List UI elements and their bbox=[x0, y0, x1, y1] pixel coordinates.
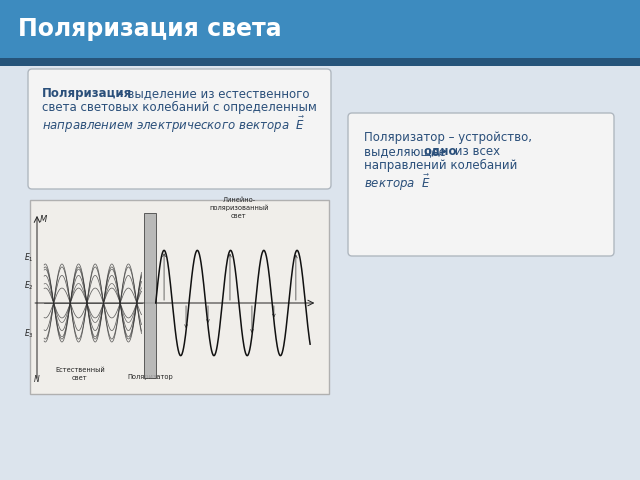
Text: Линейно-
поляризованный
свет: Линейно- поляризованный свет bbox=[209, 197, 269, 218]
Text: Поляризация: Поляризация bbox=[42, 87, 132, 100]
Text: выделяющее: выделяющее bbox=[364, 145, 450, 158]
Text: $E_3$: $E_3$ bbox=[24, 327, 33, 339]
Text: $N$: $N$ bbox=[33, 373, 41, 384]
Text: Естественный
свет: Естественный свет bbox=[55, 367, 104, 381]
Text: вектора  $\vec{E}$: вектора $\vec{E}$ bbox=[364, 173, 431, 193]
FancyBboxPatch shape bbox=[348, 113, 614, 256]
Text: направлений колебаний: направлений колебаний bbox=[364, 159, 517, 172]
Text: из всех: из всех bbox=[451, 145, 500, 158]
Text: Поляризация света: Поляризация света bbox=[18, 17, 282, 41]
Text: $E_2$: $E_2$ bbox=[24, 279, 33, 291]
Text: света световых колебаний с определенным: света световых колебаний с определенным bbox=[42, 101, 317, 114]
Text: Поляризатор: Поляризатор bbox=[127, 374, 173, 381]
Bar bbox=[144, 213, 156, 378]
Bar bbox=[0, 0, 640, 58]
Text: направлением электрического вектора  $\vec{E}$: направлением электрического вектора $\ve… bbox=[42, 115, 305, 135]
Bar bbox=[0, 58, 640, 66]
Text: Поляризатор – устройство,: Поляризатор – устройство, bbox=[364, 131, 532, 144]
Text: одно: одно bbox=[423, 145, 456, 158]
Text: $E_1$: $E_1$ bbox=[24, 252, 33, 264]
FancyBboxPatch shape bbox=[28, 69, 331, 189]
Text: $M$: $M$ bbox=[40, 213, 49, 224]
Text: – выделение из естественного: – выделение из естественного bbox=[114, 87, 310, 100]
FancyBboxPatch shape bbox=[30, 200, 329, 394]
